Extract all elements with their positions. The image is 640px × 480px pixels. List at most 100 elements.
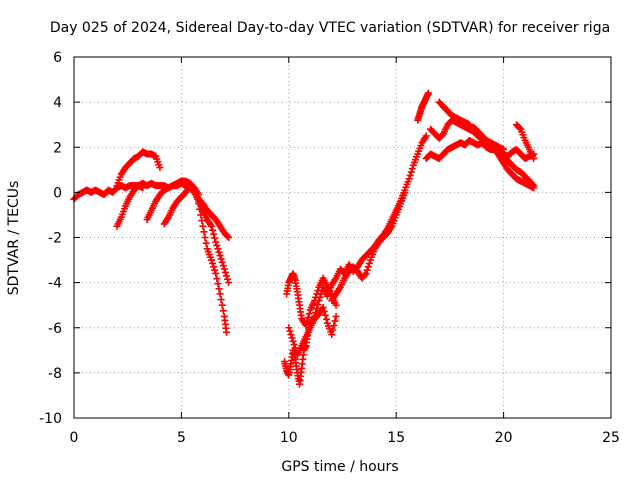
data-point: [224, 275, 232, 283]
data-point: [287, 331, 295, 339]
data-point: [216, 290, 224, 298]
data-point: [225, 279, 233, 287]
data-point: [530, 182, 538, 190]
data-point: [285, 324, 293, 332]
axis-ticks: [73, 56, 612, 419]
data-point: [304, 314, 312, 322]
data-point: [530, 155, 538, 163]
data-series: [70, 179, 233, 287]
data-point: [220, 265, 228, 273]
x-tick-label: 15: [387, 430, 405, 446]
y-tick-label: -8: [48, 366, 62, 382]
data-point: [221, 268, 229, 276]
x-tick-label: 5: [177, 430, 186, 446]
data-point: [209, 259, 217, 267]
data-point: [207, 256, 215, 264]
data-point: [215, 248, 223, 256]
data-point: [223, 328, 231, 336]
data-point: [214, 280, 222, 288]
y-tick-label: -6: [48, 321, 62, 337]
data-series: [414, 89, 432, 124]
data-series: [281, 132, 430, 388]
data-point: [332, 301, 340, 309]
y-tick-label: -4: [48, 276, 62, 292]
data-point: [288, 334, 296, 342]
data-series: [470, 123, 538, 190]
data-point: [207, 222, 215, 230]
data-point: [424, 89, 432, 97]
y-tick-labels: -10 -8 -6 -4 -2 0 2 4 6: [39, 50, 62, 427]
data-point: [332, 312, 340, 320]
data-point: [305, 310, 313, 318]
data-series: [160, 182, 233, 241]
data-series: [113, 182, 147, 230]
data-point: [218, 301, 226, 309]
data-point: [215, 285, 223, 293]
data-point: [198, 217, 206, 225]
data-point: [401, 188, 409, 196]
y-axis-label: SDTVAR / TECUs: [6, 181, 22, 296]
data-point: [210, 230, 218, 238]
data-point: [212, 238, 220, 246]
data-point: [201, 234, 209, 241]
data-point: [407, 168, 415, 176]
data-point: [319, 303, 327, 311]
data-point: [219, 262, 227, 270]
data-point: [199, 222, 207, 230]
x-tick-label: 20: [495, 430, 513, 446]
x-tick-label: 0: [70, 430, 79, 446]
data-point: [516, 124, 524, 132]
data-point: [328, 331, 336, 339]
data-point: [225, 234, 233, 241]
data-point: [156, 164, 164, 172]
data-point: [216, 252, 224, 260]
data-point: [195, 200, 203, 208]
y-tick-label: 0: [53, 185, 62, 201]
data-point: [361, 271, 369, 279]
data-point: [289, 337, 297, 345]
data-point: [209, 226, 217, 234]
data-series: [328, 188, 409, 305]
data-point: [212, 270, 220, 278]
data-point: [320, 307, 328, 315]
data-point: [529, 180, 537, 188]
data-point: [286, 327, 294, 335]
x-tick-labels: 0 5 10 15 20 25: [70, 430, 620, 446]
data-point: [139, 184, 147, 192]
data-point: [223, 272, 231, 280]
data-point: [217, 296, 225, 304]
data-point: [408, 165, 416, 173]
data-point: [406, 171, 414, 179]
data-point: [197, 211, 205, 219]
y-tick-label: 2: [53, 140, 62, 156]
data-point: [200, 228, 208, 236]
y-tick-label: 6: [53, 50, 62, 66]
data-series: [195, 200, 231, 336]
data-points: [70, 89, 538, 388]
y-tick-label: -10: [39, 411, 62, 427]
x-axis-label: GPS time / hours: [281, 459, 398, 475]
data-point: [331, 317, 339, 325]
data-point: [196, 205, 204, 213]
data-point: [405, 175, 413, 183]
chart-title: Day 025 of 2024, Sidereal Day-to-day VTE…: [50, 20, 610, 36]
data-point: [314, 287, 322, 295]
data-point: [363, 266, 371, 274]
data-point: [322, 315, 330, 323]
data-point: [321, 311, 329, 319]
data-point: [362, 270, 370, 278]
data-series: [113, 148, 164, 190]
data-series: [512, 121, 538, 163]
data-point: [218, 258, 226, 266]
data-point: [311, 297, 319, 305]
data-point: [210, 263, 218, 271]
x-tick-label: 10: [280, 430, 298, 446]
x-tick-label: 25: [602, 430, 620, 446]
data-point: [303, 318, 311, 326]
data-point: [213, 241, 221, 249]
data-point: [364, 263, 372, 271]
data-point: [329, 326, 337, 334]
data-point: [211, 266, 219, 274]
data-series: [285, 303, 340, 359]
